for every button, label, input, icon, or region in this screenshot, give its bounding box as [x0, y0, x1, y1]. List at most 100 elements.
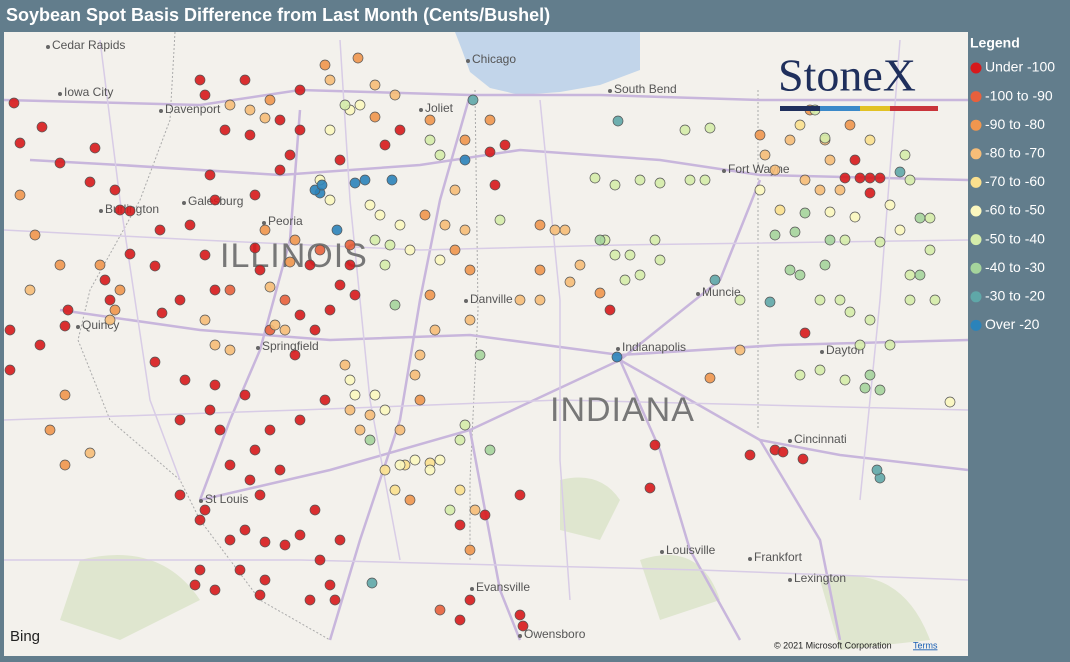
- location-dot[interactable]: [904, 269, 916, 281]
- location-dot[interactable]: [359, 174, 371, 186]
- location-dot[interactable]: [309, 324, 321, 336]
- location-dot[interactable]: [259, 112, 271, 124]
- location-dot[interactable]: [379, 139, 391, 151]
- location-dot[interactable]: [469, 504, 481, 516]
- location-dot[interactable]: [754, 184, 766, 196]
- location-dot[interactable]: [874, 172, 886, 184]
- location-dot[interactable]: [379, 404, 391, 416]
- location-dot[interactable]: [459, 154, 471, 166]
- location-dot[interactable]: [84, 447, 96, 459]
- location-dot[interactable]: [369, 389, 381, 401]
- location-dot[interactable]: [14, 189, 26, 201]
- location-dot[interactable]: [331, 224, 343, 236]
- location-dot[interactable]: [174, 294, 186, 306]
- location-dot[interactable]: [774, 204, 786, 216]
- location-dot[interactable]: [389, 89, 401, 101]
- location-dot[interactable]: [874, 236, 886, 248]
- location-dot[interactable]: [799, 207, 811, 219]
- location-dot[interactable]: [454, 614, 466, 626]
- location-dot[interactable]: [114, 284, 126, 296]
- location-dot[interactable]: [454, 434, 466, 446]
- location-dot[interactable]: [309, 504, 321, 516]
- location-dot[interactable]: [274, 164, 286, 176]
- location-dot[interactable]: [344, 374, 356, 386]
- location-dot[interactable]: [324, 579, 336, 591]
- location-dot[interactable]: [319, 59, 331, 71]
- location-dot[interactable]: [449, 244, 461, 256]
- location-dot[interactable]: [249, 189, 261, 201]
- location-dot[interactable]: [924, 212, 936, 224]
- location-dot[interactable]: [29, 229, 41, 241]
- location-dot[interactable]: [494, 214, 506, 226]
- location-dot[interactable]: [224, 284, 236, 296]
- location-dot[interactable]: [124, 205, 136, 217]
- legend-label[interactable]: -30 to -20: [985, 288, 1045, 304]
- location-dot[interactable]: [354, 99, 366, 111]
- location-dot[interactable]: [819, 259, 831, 271]
- legend-label[interactable]: -90 to -80: [985, 116, 1045, 132]
- location-dot[interactable]: [209, 284, 221, 296]
- location-dot[interactable]: [769, 164, 781, 176]
- location-dot[interactable]: [549, 224, 561, 236]
- location-dot[interactable]: [534, 219, 546, 231]
- location-dot[interactable]: [84, 176, 96, 188]
- location-dot[interactable]: [479, 509, 491, 521]
- location-dot[interactable]: [624, 249, 636, 261]
- location-dot[interactable]: [349, 177, 361, 189]
- location-dot[interactable]: [499, 139, 511, 151]
- location-dot[interactable]: [814, 294, 826, 306]
- location-dot[interactable]: [759, 149, 771, 161]
- location-dot[interactable]: [324, 74, 336, 86]
- location-dot[interactable]: [604, 304, 616, 316]
- location-dot[interactable]: [239, 74, 251, 86]
- location-dot[interactable]: [199, 314, 211, 326]
- location-dot[interactable]: [424, 464, 436, 476]
- location-dot[interactable]: [594, 287, 606, 299]
- location-dot[interactable]: [329, 594, 341, 606]
- location-dot[interactable]: [234, 564, 246, 576]
- location-dot[interactable]: [784, 134, 796, 146]
- location-dot[interactable]: [54, 157, 66, 169]
- location-dot[interactable]: [444, 504, 456, 516]
- location-dot[interactable]: [324, 304, 336, 316]
- location-dot[interactable]: [611, 351, 623, 363]
- location-dot[interactable]: [419, 209, 431, 221]
- location-dot[interactable]: [699, 174, 711, 186]
- location-dot[interactable]: [609, 249, 621, 261]
- location-dot[interactable]: [334, 534, 346, 546]
- location-dot[interactable]: [849, 154, 861, 166]
- location-dot[interactable]: [209, 584, 221, 596]
- location-dot[interactable]: [349, 289, 361, 301]
- location-dot[interactable]: [4, 324, 16, 336]
- location-dot[interactable]: [459, 224, 471, 236]
- location-dot[interactable]: [489, 179, 501, 191]
- location-dot[interactable]: [194, 564, 206, 576]
- location-dot[interactable]: [434, 604, 446, 616]
- location-dot[interactable]: [224, 459, 236, 471]
- location-dot[interactable]: [284, 149, 296, 161]
- location-dot[interactable]: [777, 446, 789, 458]
- location-dot[interactable]: [789, 226, 801, 238]
- location-dot[interactable]: [874, 384, 886, 396]
- location-dot[interactable]: [274, 464, 286, 476]
- location-dot[interactable]: [264, 94, 276, 106]
- location-dot[interactable]: [344, 259, 356, 271]
- location-dot[interactable]: [59, 320, 71, 332]
- location-dot[interactable]: [894, 224, 906, 236]
- location-dot[interactable]: [649, 439, 661, 451]
- location-dot[interactable]: [209, 339, 221, 351]
- location-dot[interactable]: [289, 234, 301, 246]
- location-dot[interactable]: [734, 344, 746, 356]
- location-dot[interactable]: [634, 174, 646, 186]
- location-dot[interactable]: [644, 482, 656, 494]
- location-dot[interactable]: [224, 99, 236, 111]
- legend-label[interactable]: -60 to -50: [985, 202, 1045, 218]
- location-dot[interactable]: [254, 589, 266, 601]
- location-dot[interactable]: [194, 74, 206, 86]
- location-dot[interactable]: [454, 519, 466, 531]
- location-dot[interactable]: [209, 379, 221, 391]
- location-dot[interactable]: [424, 114, 436, 126]
- location-dot[interactable]: [194, 514, 206, 526]
- location-dot[interactable]: [564, 276, 576, 288]
- location-dot[interactable]: [316, 179, 328, 191]
